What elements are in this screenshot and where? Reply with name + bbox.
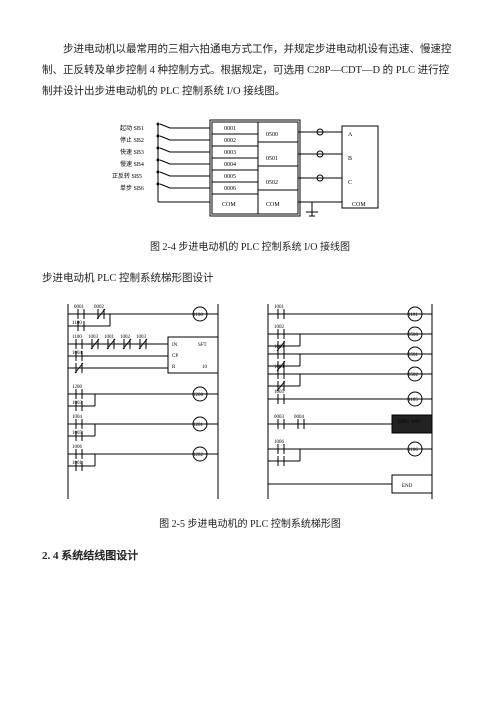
rr-t4: 1005 [274,390,285,395]
lbl-sb5: 正反转 SB5 [112,172,142,180]
ll-0002: 0002 [94,305,105,310]
out-b: B [348,156,352,162]
lbl-sb1: 起动 SB1 [120,124,144,132]
out-c: C [348,180,352,186]
ll-u2: 1004 [72,415,83,420]
sft-cp: CP [172,354,178,359]
ll-r2: 1003 [88,335,99,340]
rr-o1: 0500 [408,333,419,338]
rr-t3: 1004 [274,365,285,370]
lbl-sb2: 停止 SB2 [120,136,144,144]
out-com: COM [266,202,280,208]
out-0502: 0502 [266,180,278,186]
in-0001: 0001 [224,126,236,132]
ll-u0: 1200 [72,385,83,390]
io-diagram: 起动 SB1 停止 SB2 快速 SB3 慢速 SB4 正反转 SB5 单步 S… [100,112,400,232]
section-2-4: 2. 4 系统结线图设计 [42,545,458,567]
in-0005: 0005 [224,174,236,180]
rr-t1: 1002 [274,325,285,330]
sft-10: 10 [202,365,208,370]
out-com2: COM [352,202,366,208]
ll-r1: 1100 [72,335,82,340]
rr-end: END [402,484,413,489]
ll-o1: 1200 [193,393,204,398]
rr-o3: 0502 [408,373,419,378]
ll-u1: 1003 [72,401,83,406]
in-0006: 0006 [224,186,236,192]
ll-o3: 1202 [193,453,204,458]
ll-out-1100: 1100 [193,313,203,318]
rr-o5: 1106 [408,448,418,453]
page: 步进电动机以最常用的三相六拍通电方式工作，并规定步进电动机设有迅速、慢速控制、正… [0,0,500,707]
rr-o4: 1105 [408,398,418,403]
lbl-sb4: 慢速 SB4 [120,160,144,168]
rr-t5: 1006 [274,440,285,445]
ll-o2: 1201 [193,423,204,428]
ll-u5: 1001 [72,461,83,466]
ll-u3: 1005 [72,431,83,436]
sft-name: SFT [198,343,207,348]
out-0501: 0501 [266,156,278,162]
ll-r5: 1003 [136,335,147,340]
rr-t0: 1001 [274,305,285,310]
rr-o0: 1101 [408,313,418,318]
rr-o2: 0501 [408,353,419,358]
in-0002: 0002 [224,138,236,144]
lbl-sb3: 快速 SB3 [120,148,144,156]
rr-t2: 1003 [274,345,285,350]
in-0003: 0003 [224,150,236,156]
rr-difu: DIFU 1007 [398,420,421,425]
ll-r4: 1002 [120,335,131,340]
sft-in: IN [172,343,178,348]
ll-r3: 1001 [104,335,115,340]
caption-io: 图 2-4 步进电动机的 PLC 控制系统 I/O 接线图 [42,238,458,258]
ll-1100b: 1100 [72,321,82,326]
sft-r: R [172,365,176,370]
out-0500: 0500 [266,132,278,138]
caption-ladder: 图 2-5 步进电动机的 PLC 控制系统梯形图 [42,515,458,535]
ll-u4: 1006 [72,445,83,450]
rr-u6: 0003 [274,415,285,420]
ladder-diagram: 0001 0002 1100 1100 1100 1003 1001 1002 … [50,299,450,509]
in-0004: 0004 [224,162,236,168]
out-a: A [348,132,353,138]
intro-paragraph: 步进电动机以最常用的三相六拍通电方式工作，并规定步进电动机设有迅速、慢速控制、正… [42,39,458,102]
rr-u7: 0004 [294,415,305,420]
ll-0001: 0001 [74,305,85,310]
lbl-sb6: 单步 SB6 [120,184,144,192]
subhead-ladder: 步进电动机 PLC 控制系统梯形图设计 [42,268,458,289]
in-com: COM [222,202,236,208]
ll-r6: 1004 [72,351,83,356]
